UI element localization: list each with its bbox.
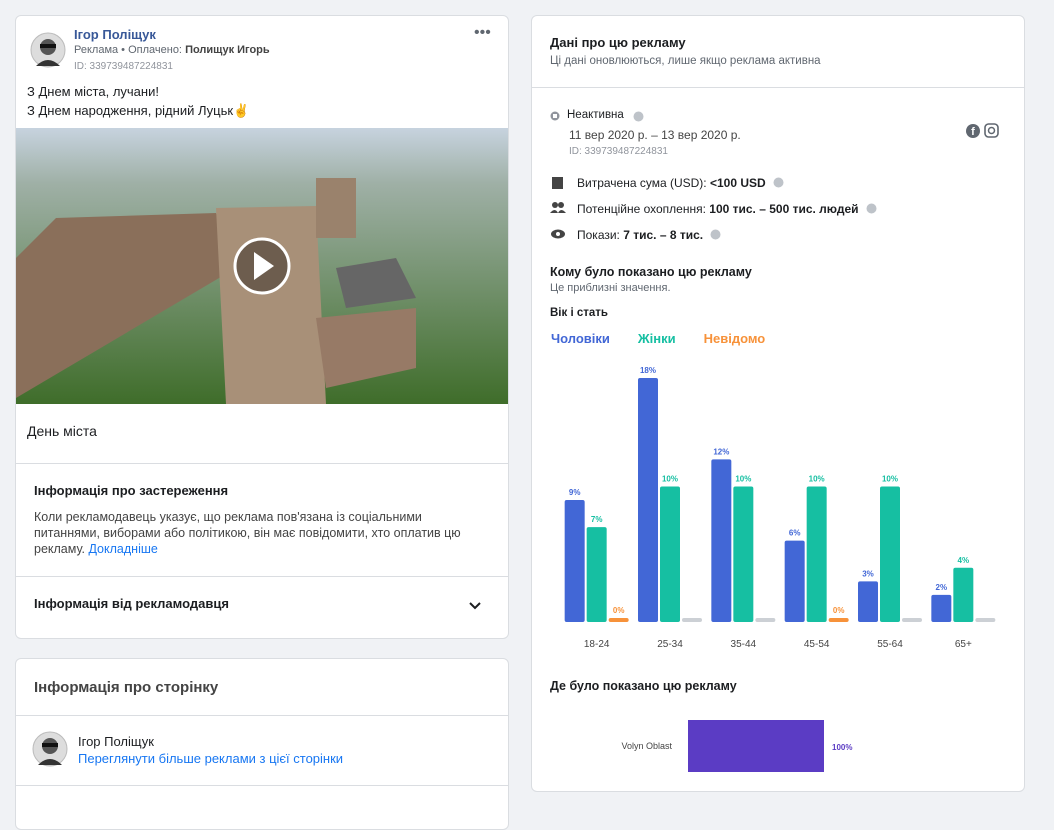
legend-entry: Жінки [637, 331, 676, 346]
bar [880, 486, 900, 622]
bar [733, 486, 754, 622]
page-name: Ігор Поліщук [78, 734, 154, 749]
spend-label: Витрачена сума (USD): [577, 176, 707, 190]
value-label: 10% [882, 474, 898, 483]
bar [682, 618, 702, 622]
value-label: 10% [662, 474, 678, 483]
location-title: Де було показано цю рекламу [550, 679, 737, 693]
info-icon[interactable] [866, 203, 877, 214]
legend-entry: Невідомо [704, 331, 766, 346]
bar [688, 720, 824, 772]
details-title: Дані про цю рекламу [550, 35, 686, 50]
disclaimer-body: Коли рекламодавець указує, що реклама по… [34, 510, 461, 556]
reach-label: Потенційне охоплення: [577, 202, 706, 216]
value-label: 7% [591, 515, 603, 524]
status: Неактивна [567, 109, 624, 121]
value-label: 9% [569, 488, 581, 497]
page-info-card: Інформація про сторінку Ігор Поліщук Пер… [15, 658, 509, 830]
value-label: 18% [640, 366, 656, 375]
bar [806, 486, 827, 622]
more-button[interactable]: ••• [474, 24, 491, 41]
legend-entry: Чоловіки [551, 331, 610, 346]
ad-text: З Днем міста, лучани! [27, 84, 159, 99]
audience-title: Кому було показано цю рекламу [550, 265, 752, 279]
info-icon[interactable] [710, 229, 721, 240]
info-icon[interactable] [633, 111, 644, 122]
page-info-title: Інформація про сторінку [34, 679, 219, 696]
bar [902, 618, 922, 622]
chart-title: Вік і стать [550, 307, 608, 319]
page: Ігор Поліщук Реклама • Оплачено: Полищук… [15, 15, 1025, 830]
value-label: 6% [789, 529, 801, 538]
ad-text: З Днем народження, рідний Луцьк✌ [27, 103, 250, 118]
dates: 11 вер 2020 р. – 13 вер 2020 р. [569, 128, 741, 142]
value-label: 12% [713, 447, 729, 456]
impressions-label: Покази: [577, 228, 620, 242]
ad-card: Ігор Поліщук Реклама • Оплачено: Полищук… [15, 15, 509, 639]
svg-text:f: f [971, 126, 975, 138]
value-label: 3% [862, 569, 874, 578]
value-label: 4% [958, 556, 970, 565]
value-label: 0% [613, 606, 625, 615]
chevron[interactable] [468, 601, 482, 611]
avatar [30, 32, 66, 68]
x-tick-label: 35-44 [731, 639, 757, 650]
reach: 100 тис. – 500 тис. людей [709, 202, 859, 216]
bar [608, 618, 629, 622]
value-label: 10% [809, 474, 825, 483]
more-ads-link[interactable]: Переглянути більше реклами з цієї сторін… [78, 751, 344, 766]
x-tick-label: 25-34 [657, 639, 683, 650]
value-label: 2% [936, 583, 948, 592]
avatar [32, 731, 68, 767]
info-icon[interactable] [773, 177, 784, 188]
bar [711, 459, 732, 622]
bar [858, 581, 878, 622]
details-subtitle: Ці дані оновлюються, лише якщо реклама а… [550, 55, 821, 67]
detail-icons [550, 177, 566, 239]
value-label: 10% [735, 474, 751, 483]
bar [931, 594, 952, 622]
status-icon [550, 111, 560, 121]
value-label: 100% [832, 743, 852, 752]
bar [975, 618, 996, 622]
x-tick-label: 45-54 [804, 639, 830, 650]
advertiser-name[interactable]: Ігор Поліщук [74, 27, 156, 42]
video[interactable] [16, 128, 508, 404]
audience-subtitle: Це приблизні значення. [550, 282, 671, 294]
disclaimer-title: Інформація про застереження [34, 483, 229, 498]
bar [660, 486, 680, 622]
bar [755, 618, 776, 622]
bar [828, 618, 849, 622]
bar [638, 378, 658, 622]
x-tick-label: 18-24 [584, 639, 610, 650]
impressions: 7 тис. – 8 тис. [623, 228, 704, 242]
bar [586, 527, 607, 622]
sponsor: Полищук Игорь [185, 44, 270, 56]
sponsor-prefix: Реклама • Оплачено: [74, 44, 182, 56]
spend: <100 USD [709, 176, 766, 190]
bar [953, 567, 974, 622]
learn-more[interactable]: Докладніше [88, 542, 158, 556]
x-tick-label: 55-64 [877, 639, 903, 650]
bar [784, 540, 805, 622]
x-tick-label: 65+ [955, 639, 972, 650]
ad-id: ID: 339739487224831 [74, 61, 173, 72]
details-card: Дані про цю рекламу Ці дані оновлюються,… [531, 15, 1025, 792]
details-id: ID: 339739487224831 [569, 146, 668, 157]
category-label: Volyn Oblast [621, 741, 672, 751]
platform-icons: f [966, 123, 999, 138]
advertiser-info[interactable]: Інформація від рекламодавця [34, 596, 229, 611]
caption: День міста [27, 423, 97, 439]
bar [564, 500, 585, 622]
value-label: 0% [833, 606, 845, 615]
charts: Чоловіки Жінки Невідомо 18-24 9% 7% 0% 25-34 18%… [551, 331, 996, 772]
